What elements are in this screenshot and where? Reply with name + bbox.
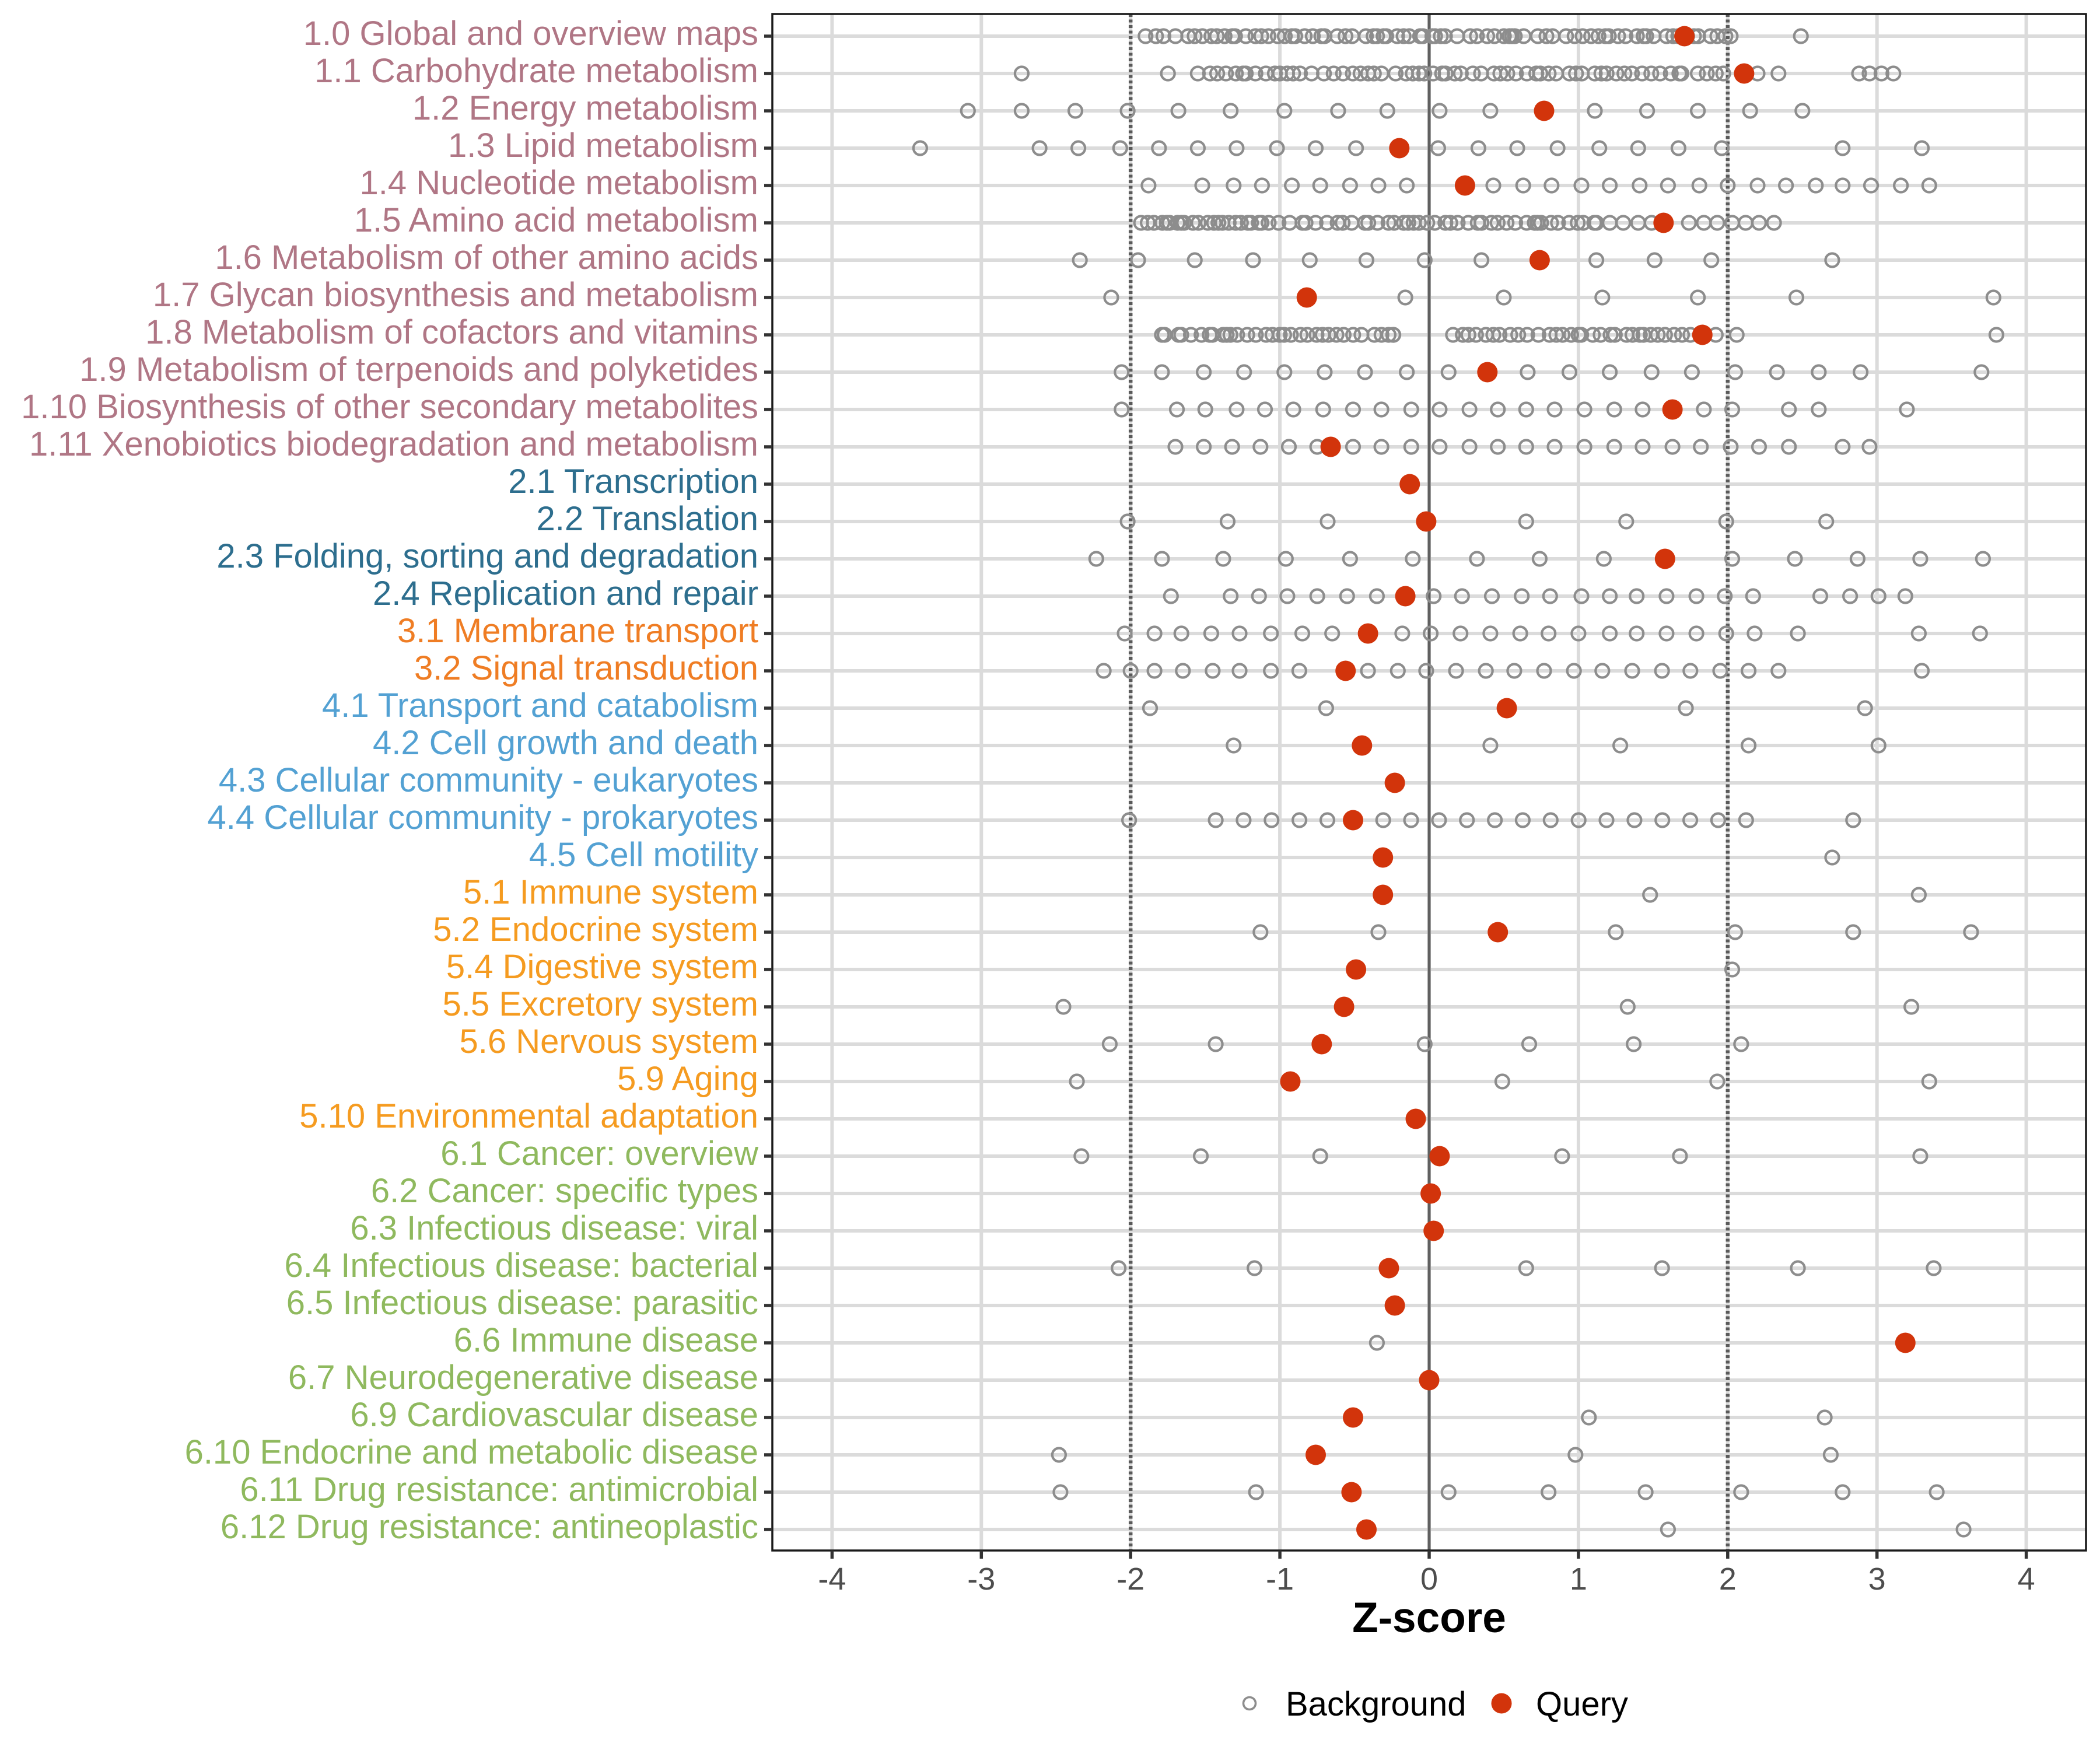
svg-text:Background: Background bbox=[1286, 1685, 1466, 1723]
svg-text:4.4 Cellular community - proka: 4.4 Cellular community - prokaryotes bbox=[208, 799, 758, 836]
svg-text:1.0 Global and overview maps: 1.0 Global and overview maps bbox=[303, 15, 758, 52]
svg-text:5.4 Digestive system: 5.4 Digestive system bbox=[446, 948, 758, 986]
svg-text:5.9 Aging: 5.9 Aging bbox=[617, 1060, 758, 1098]
svg-text:6.11 Drug resistance: antimicr: 6.11 Drug resistance: antimicrobial bbox=[240, 1471, 758, 1508]
svg-text:6.12 Drug resistance: antineop: 6.12 Drug resistance: antineoplastic bbox=[220, 1508, 758, 1546]
svg-text:-1: -1 bbox=[1266, 1562, 1294, 1597]
svg-text:4.1 Transport and catabolism: 4.1 Transport and catabolism bbox=[322, 687, 758, 724]
svg-text:5.2 Endocrine system: 5.2 Endocrine system bbox=[433, 911, 758, 949]
svg-text:2: 2 bbox=[1719, 1562, 1737, 1597]
svg-text:1.4 Nucleotide metabolism: 1.4 Nucleotide metabolism bbox=[360, 164, 758, 202]
svg-text:1.10 Biosynthesis of other sec: 1.10 Biosynthesis of other secondary met… bbox=[21, 388, 758, 426]
svg-text:1.1 Carbohydrate metabolism: 1.1 Carbohydrate metabolism bbox=[314, 52, 758, 90]
svg-text:1.6 Metabolism of other amino: 1.6 Metabolism of other amino acids bbox=[215, 239, 758, 276]
svg-text:1.3 Lipid metabolism: 1.3 Lipid metabolism bbox=[448, 127, 758, 164]
svg-text:6.3 Infectious disease: viral: 6.3 Infectious disease: viral bbox=[350, 1209, 758, 1247]
svg-text:6.7 Neurodegenerative disease: 6.7 Neurodegenerative disease bbox=[288, 1359, 758, 1396]
svg-text:0: 0 bbox=[1420, 1562, 1438, 1597]
svg-text:4.2 Cell growth and death: 4.2 Cell growth and death bbox=[373, 724, 758, 762]
svg-text:2.3 Folding, sorting and degra: 2.3 Folding, sorting and degradation bbox=[216, 537, 758, 575]
svg-text:3.1 Membrane transport: 3.1 Membrane transport bbox=[397, 612, 758, 650]
svg-text:6.9 Cardiovascular disease: 6.9 Cardiovascular disease bbox=[350, 1396, 758, 1434]
svg-text:1.9 Metabolism of terpenoids a: 1.9 Metabolism of terpenoids and polyket… bbox=[79, 351, 758, 388]
svg-text:4: 4 bbox=[2018, 1562, 2035, 1597]
svg-text:5.10 Environmental adaptation: 5.10 Environmental adaptation bbox=[299, 1097, 758, 1135]
svg-text:1.5 Amino acid metabolism: 1.5 Amino acid metabolism bbox=[354, 201, 758, 239]
svg-text:5.6 Nervous system: 5.6 Nervous system bbox=[459, 1023, 758, 1060]
svg-text:1: 1 bbox=[1570, 1562, 1587, 1597]
svg-text:4.5 Cell motility: 4.5 Cell motility bbox=[529, 836, 758, 874]
svg-text:2.1 Transcription: 2.1 Transcription bbox=[508, 463, 758, 501]
svg-text:1.2 Energy metabolism: 1.2 Energy metabolism bbox=[412, 89, 758, 127]
svg-text:1.11 Xenobiotics biodegradatio: 1.11 Xenobiotics biodegradation and meta… bbox=[29, 425, 758, 463]
svg-text:-2: -2 bbox=[1116, 1562, 1144, 1597]
svg-text:6.5 Infectious disease: parasi: 6.5 Infectious disease: parasitic bbox=[286, 1284, 758, 1322]
svg-text:-4: -4 bbox=[818, 1562, 846, 1597]
svg-text:2.2 Translation: 2.2 Translation bbox=[537, 500, 758, 538]
svg-text:3: 3 bbox=[1868, 1562, 1886, 1597]
svg-text:6.2 Cancer: specific types: 6.2 Cancer: specific types bbox=[371, 1172, 758, 1210]
svg-text:6.4 Infectious disease: bacter: 6.4 Infectious disease: bacterial bbox=[285, 1247, 758, 1284]
svg-text:2.4 Replication and repair: 2.4 Replication and repair bbox=[373, 575, 758, 612]
svg-text:3.2 Signal transduction: 3.2 Signal transduction bbox=[414, 649, 758, 687]
svg-text:-3: -3 bbox=[967, 1562, 995, 1597]
svg-text:5.5 Excretory system: 5.5 Excretory system bbox=[443, 985, 758, 1023]
svg-text:6.1 Cancer: overview: 6.1 Cancer: overview bbox=[440, 1135, 759, 1172]
svg-text:Query: Query bbox=[1536, 1685, 1628, 1723]
svg-text:Z-score: Z-score bbox=[1352, 1594, 1506, 1642]
svg-text:4.3 Cellular community - eukar: 4.3 Cellular community - eukaryotes bbox=[219, 761, 758, 799]
svg-text:5.1 Immune system: 5.1 Immune system bbox=[463, 873, 758, 911]
svg-text:6.10 Endocrine and metabolic d: 6.10 Endocrine and metabolic disease bbox=[185, 1433, 758, 1471]
svg-text:1.8 Metabolism of cofactors an: 1.8 Metabolism of cofactors and vitamins bbox=[145, 313, 758, 351]
svg-text:6.6 Immune disease: 6.6 Immune disease bbox=[454, 1321, 758, 1359]
svg-text:1.7 Glycan biosynthesis and me: 1.7 Glycan biosynthesis and metabolism bbox=[153, 276, 758, 314]
